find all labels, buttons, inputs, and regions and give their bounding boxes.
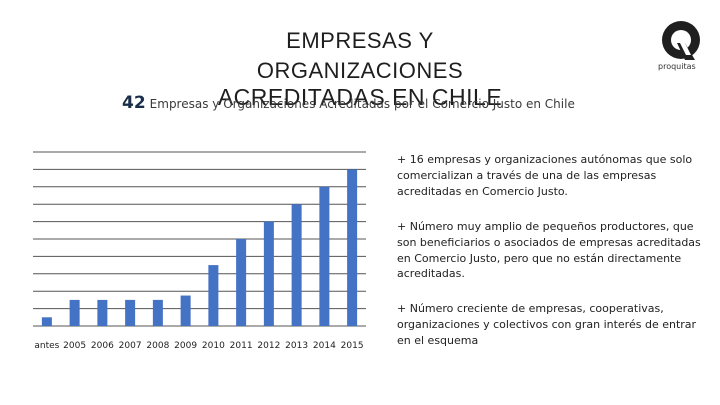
bar-2013 [291,204,302,326]
bar-2005 [69,299,80,326]
subtitle: 42 Empresas y Organizaciones Acreditadas … [122,93,575,113]
bar-2008 [152,299,163,326]
bar-antes [41,317,52,326]
x-tick-label: 2005 [63,341,86,351]
page-title-line-3: ACREDITADAS EN CHILE [217,84,503,110]
x-tick-label: 2008 [146,341,169,351]
note-growing-interest: + Número creciente de empresas, cooperat… [397,302,697,347]
subtitle-text: Empresas y Organizaciones Acreditadas po… [149,97,575,111]
x-tick-label: 2009 [174,341,197,351]
x-tick-label: 2011 [230,341,253,351]
bar-2007 [125,299,136,326]
bar-2006 [97,299,108,326]
subtitle-count: 42 [122,93,146,113]
x-tick-label: 2010 [202,341,225,351]
proquitas-q-icon [662,21,700,60]
note-small-producers: + Número muy amplio de pequeños producto… [397,220,701,281]
x-tick-label: 2014 [313,341,336,351]
x-tick-label: 2012 [257,341,280,351]
x-tick-label: 2006 [91,341,114,351]
bar-2014 [319,186,330,326]
x-tick-label: 2007 [119,341,142,351]
bar-2011 [236,239,247,326]
bar-chart: antes 2005 2006 2007 2008 2009 2010 2011 2012 201… [33,151,366,351]
x-tick-label: 2015 [341,341,364,351]
page-title-line-2: ORGANIZACIONES [256,58,464,83]
page-title-line-1: EMPRESAS Y [286,28,434,53]
logo-text: proquitas [658,62,696,71]
bar-2009 [180,295,191,326]
note-autonomous-organizations: + 16 empresas y organizaciones autónomas… [397,153,693,198]
bar-2012 [263,221,274,326]
bar-2010 [208,265,219,326]
bar-2015 [347,169,358,326]
x-tick-label: 2013 [285,341,308,351]
x-tick-label: antes [34,341,59,351]
